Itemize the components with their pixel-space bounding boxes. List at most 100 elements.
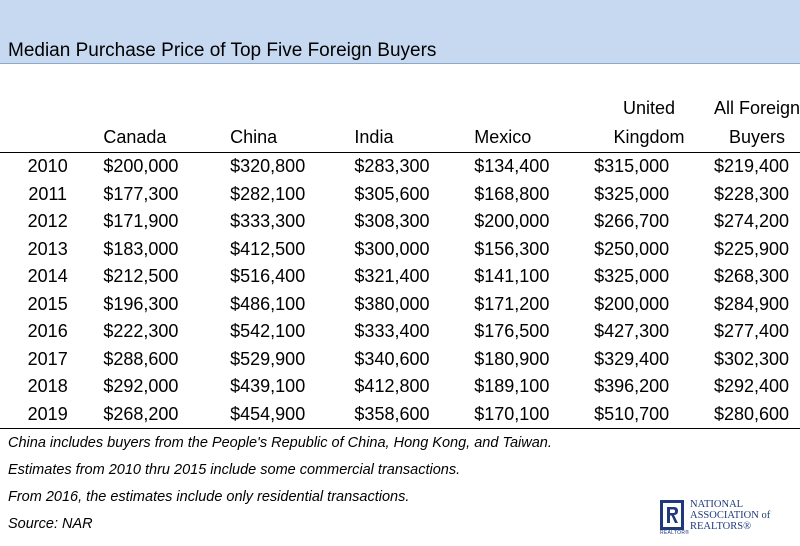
cell-canada: $183,000 bbox=[103, 238, 179, 259]
cell-all-foreign: $277,400 bbox=[713, 321, 790, 341]
cell-india: $340,600 bbox=[354, 348, 430, 369]
logo-wordmark: NATIONAL ASSOCIATION of REALTORS® bbox=[690, 499, 771, 532]
cell-china: $282,100 bbox=[230, 183, 306, 204]
table-row: 2010 $200,000 $320,800 $283,300 $134,400 $315… bbox=[0, 153, 800, 181]
cell-mexico: $168,800 bbox=[474, 183, 550, 204]
cell-canada: $212,500 bbox=[103, 266, 179, 286]
cell-china: $454,900 bbox=[230, 403, 306, 424]
cell-canada: $200,000 bbox=[103, 156, 179, 176]
cell-mexico: $176,500 bbox=[474, 321, 550, 341]
cell-uk: $329,400 bbox=[594, 348, 670, 369]
cell-uk: $325,000 bbox=[594, 266, 670, 286]
cell-mexico: $134,400 bbox=[474, 156, 550, 176]
cell-canada: $288,600 bbox=[103, 348, 179, 369]
year-cell: 2012 bbox=[27, 211, 68, 231]
cell-mexico: $170,100 bbox=[474, 403, 550, 424]
cell-all-foreign: $280,600 bbox=[713, 403, 790, 424]
cell-india: $308,300 bbox=[354, 211, 430, 231]
cell-china: $486,100 bbox=[230, 293, 306, 314]
table-row: 2018 $292,000 $439,100 $412,800 $189,100 $396… bbox=[0, 373, 800, 401]
cell-all-foreign: $225,900 bbox=[713, 238, 790, 259]
col-header-uk: United Kingdom bbox=[613, 98, 685, 147]
cell-all-foreign: $302,300 bbox=[713, 348, 790, 369]
cell-india: $380,000 bbox=[354, 293, 430, 314]
year-cell: 2019 bbox=[27, 403, 68, 424]
year-cell: 2016 bbox=[27, 321, 68, 341]
cell-india: $321,400 bbox=[354, 266, 430, 286]
cell-canada: $222,300 bbox=[103, 321, 179, 341]
cell-mexico: $180,900 bbox=[474, 348, 550, 369]
col-header-india: India bbox=[354, 127, 394, 147]
table-title: Median Purchase Price of Top Five Foreig… bbox=[8, 40, 437, 61]
year-cell: 2015 bbox=[27, 293, 68, 314]
table-body: 2010 $200,000 $320,800 $283,300 $134,400 $315… bbox=[0, 153, 800, 429]
cell-india: $358,600 bbox=[354, 403, 430, 424]
table-row: 2017 $288,600 $529,900 $340,600 $180,900 $329… bbox=[0, 346, 800, 374]
cell-china: $333,300 bbox=[230, 211, 306, 231]
year-cell: 2011 bbox=[28, 183, 68, 204]
cell-india: $283,300 bbox=[354, 156, 430, 176]
table-row: 2012 $171,900 $333,300 $308,300 $200,000 $266… bbox=[0, 208, 800, 236]
cell-mexico: $156,300 bbox=[474, 238, 550, 259]
header-row: Canada China India Mexico United Kingdom … bbox=[0, 92, 800, 153]
cell-all-foreign: $274,200 bbox=[713, 211, 790, 231]
cell-all-foreign: $284,900 bbox=[713, 293, 790, 314]
cell-uk: $200,000 bbox=[594, 293, 670, 314]
title-band: Median Purchase Price of Top Five Foreig… bbox=[0, 0, 800, 64]
cell-mexico: $200,000 bbox=[474, 211, 550, 231]
price-table: Canada China India Mexico United Kingdom … bbox=[0, 92, 800, 429]
cell-china: $516,400 bbox=[230, 266, 306, 286]
cell-all-foreign: $292,400 bbox=[713, 376, 790, 396]
cell-all-foreign: $228,300 bbox=[713, 183, 790, 204]
cell-india: $333,400 bbox=[354, 321, 430, 341]
cell-uk: $427,300 bbox=[594, 321, 670, 341]
cell-all-foreign: $268,300 bbox=[713, 266, 790, 286]
table-row: 2016 $222,300 $542,100 $333,400 $176,500 $427… bbox=[0, 318, 800, 346]
year-cell: 2010 bbox=[27, 156, 68, 176]
year-cell: 2014 bbox=[27, 266, 68, 286]
cell-canada: $196,300 bbox=[103, 293, 179, 314]
realtor-r-icon bbox=[660, 500, 684, 530]
footnote-estimates: Estimates from 2010 thru 2015 include so… bbox=[8, 462, 461, 478]
table-row: 2014 $212,500 $516,400 $321,400 $141,100 $325… bbox=[0, 263, 800, 291]
cell-uk: $250,000 bbox=[594, 238, 670, 259]
cell-mexico: $171,200 bbox=[474, 293, 550, 314]
cell-uk: $325,000 bbox=[594, 183, 670, 204]
cell-canada: $292,000 bbox=[103, 376, 179, 396]
table-row: 2019 $268,200 $454,900 $358,600 $170,100 $510… bbox=[0, 401, 800, 429]
cell-canada: $171,900 bbox=[103, 211, 179, 231]
year-cell: 2013 bbox=[27, 238, 68, 259]
cell-china: $529,900 bbox=[230, 348, 306, 369]
cell-canada: $268,200 bbox=[103, 403, 179, 424]
logo-mark-caption: REALTOR® bbox=[660, 530, 690, 536]
cell-india: $300,000 bbox=[354, 238, 430, 259]
footnote-source: Source: NAR bbox=[8, 516, 93, 532]
cell-china: $320,800 bbox=[230, 156, 306, 176]
year-cell: 2017 bbox=[27, 348, 68, 369]
cell-mexico: $189,100 bbox=[474, 376, 550, 396]
col-header-canada: Canada bbox=[103, 127, 167, 147]
col-header-china: China bbox=[230, 127, 278, 147]
cell-uk: $266,700 bbox=[594, 211, 670, 231]
cell-india: $412,800 bbox=[354, 376, 430, 396]
nar-logo: REALTOR® NATIONAL ASSOCIATION of REALTOR… bbox=[660, 498, 795, 540]
cell-all-foreign: $219,400 bbox=[713, 156, 790, 176]
footnote-residential: From 2016, the estimates include only re… bbox=[8, 489, 410, 505]
cell-mexico: $141,100 bbox=[474, 266, 550, 286]
year-cell: 2018 bbox=[27, 376, 68, 396]
cell-uk: $396,200 bbox=[594, 376, 670, 396]
cell-china: $412,500 bbox=[230, 238, 306, 259]
table-row: 2013 $183,000 $412,500 $300,000 $156,300 $250… bbox=[0, 236, 800, 264]
col-header-mexico: Mexico bbox=[474, 127, 532, 147]
cell-uk: $315,000 bbox=[594, 156, 670, 176]
footnote-china: China includes buyers from the People's … bbox=[8, 435, 552, 451]
cell-canada: $177,300 bbox=[103, 183, 179, 204]
cell-uk: $510,700 bbox=[594, 403, 670, 424]
footnotes: China includes buyers from the People's … bbox=[8, 430, 552, 538]
cell-china: $439,100 bbox=[230, 376, 306, 396]
table-row: 2011 $177,300 $282,100 $305,600 $168,800 $325… bbox=[0, 181, 800, 209]
cell-india: $305,600 bbox=[354, 183, 430, 204]
year-header bbox=[0, 92, 95, 153]
col-header-all-foreign: All Foreign Buyers bbox=[713, 98, 800, 147]
cell-china: $542,100 bbox=[230, 321, 306, 341]
